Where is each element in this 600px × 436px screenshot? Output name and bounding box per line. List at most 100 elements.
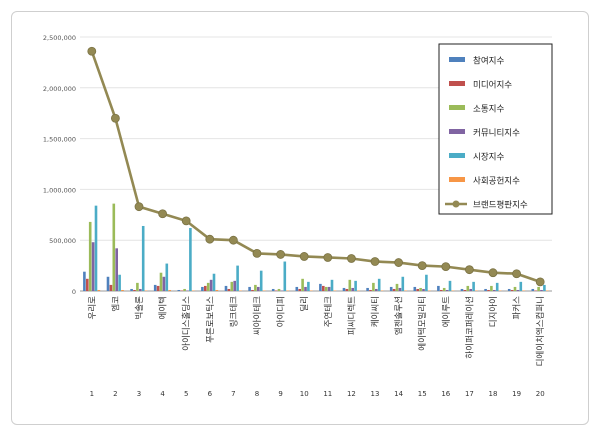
bar	[209, 279, 213, 291]
line-point	[488, 268, 498, 278]
rank-label: 8	[255, 390, 259, 398]
bar	[165, 263, 169, 291]
category-label: 아이디스홀딩스	[181, 296, 192, 351]
legend-label: 참여지수	[473, 56, 504, 67]
bar	[375, 288, 378, 291]
bar	[215, 289, 219, 291]
category-label: 푸른로보틱스	[205, 296, 216, 343]
bar	[451, 290, 455, 291]
category-label: 피씨디렉트	[346, 296, 357, 335]
category-label: 에이텍	[158, 296, 169, 319]
bar	[130, 288, 133, 291]
bar	[327, 286, 331, 291]
bar	[377, 278, 381, 291]
legend-swatch	[449, 177, 465, 182]
bar	[357, 290, 360, 291]
category-label: 아이디피	[276, 296, 287, 327]
y-tick-label: 2,000,000	[43, 85, 76, 93]
bar	[495, 282, 499, 291]
bar	[109, 284, 113, 291]
legend-swatch	[449, 105, 465, 110]
bar	[513, 286, 517, 291]
bar	[262, 290, 266, 291]
line-point	[134, 202, 144, 212]
bar	[369, 289, 372, 291]
bar	[274, 290, 278, 291]
category-label: 씨아이테크	[252, 296, 263, 335]
rank-label: 14	[394, 390, 403, 398]
bar	[437, 285, 440, 291]
rank-label: 9	[278, 390, 282, 398]
y-tick-label: 1,000,000	[43, 186, 76, 194]
bar	[141, 225, 145, 291]
legend-label: 소통지수	[473, 105, 504, 115]
rank-label: 10	[300, 390, 309, 398]
bar	[463, 289, 467, 291]
legend-label: 브랜드평판지수	[473, 200, 528, 211]
bar	[162, 276, 166, 291]
rank-label: 17	[465, 390, 474, 398]
category-label: 우리로	[88, 296, 98, 320]
bar	[144, 290, 148, 291]
bar	[295, 286, 299, 291]
bar	[112, 203, 116, 291]
category-label: 딜리	[299, 296, 310, 312]
bar	[540, 289, 543, 291]
bar	[342, 287, 346, 291]
bar	[442, 287, 446, 291]
bar	[546, 290, 549, 291]
bar	[83, 271, 86, 291]
rank-label: 11	[323, 390, 332, 398]
rank-label: 7	[231, 390, 235, 398]
rank-label: 3	[137, 390, 141, 398]
bar	[183, 288, 186, 291]
bar	[498, 290, 502, 291]
category-label: 엠젠솔루션	[394, 296, 405, 335]
y-tick-label: 2,500,000	[43, 34, 76, 42]
line-point	[87, 46, 97, 56]
bar	[543, 284, 546, 291]
bar	[487, 289, 490, 291]
bar	[534, 290, 537, 291]
bar	[233, 280, 236, 291]
bar	[139, 288, 142, 291]
bar	[156, 285, 160, 291]
line-point	[346, 254, 356, 263]
bar	[330, 279, 334, 291]
rank-label: 6	[208, 390, 213, 398]
line-point	[323, 253, 333, 262]
bar	[115, 248, 118, 291]
bar	[319, 283, 322, 291]
rank-label: 1	[90, 390, 94, 398]
bar	[398, 287, 402, 291]
rank-label: 4	[160, 390, 165, 398]
bar	[133, 289, 136, 291]
legend-swatch	[449, 81, 465, 86]
bar	[298, 288, 301, 291]
bar	[310, 290, 313, 291]
bar	[189, 228, 192, 291]
category-label: 케이씨티	[370, 296, 381, 327]
bar	[531, 288, 535, 291]
rank-label: 19	[512, 390, 521, 398]
bar	[280, 290, 284, 291]
bar	[206, 282, 210, 291]
bar	[507, 288, 511, 291]
line-point	[111, 113, 120, 123]
bar	[322, 285, 325, 291]
bar	[351, 287, 354, 291]
bar	[516, 289, 520, 291]
rank-label: 5	[184, 390, 188, 398]
bar	[493, 289, 496, 291]
bar	[522, 290, 525, 291]
bar	[419, 287, 422, 291]
line-point	[276, 250, 286, 259]
bar	[475, 290, 478, 291]
bar	[118, 274, 121, 291]
legend-label: 사회공헌지수	[473, 177, 520, 187]
y-tick-label: 1,500,000	[43, 136, 76, 144]
bar	[428, 290, 431, 291]
line-point	[512, 269, 521, 279]
bar	[271, 288, 275, 291]
